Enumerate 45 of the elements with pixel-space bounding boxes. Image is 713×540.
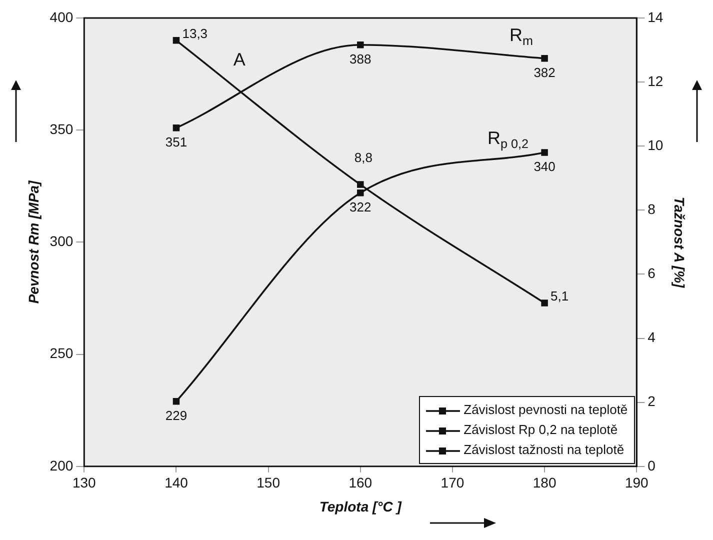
y-axis-title: Pevnost Rm [MPa] [25, 179, 42, 304]
point [172, 124, 180, 132]
data-label: 8,8 [354, 150, 372, 166]
point [357, 190, 364, 196]
y2-tick-label: 14 [648, 8, 664, 25]
x-tick-label: 170 [440, 474, 464, 491]
y2-axis-title: Tažnost A [%] [672, 196, 688, 290]
data-label: 340 [534, 159, 556, 174]
data-label: 382 [534, 64, 556, 80]
y-tick-label: 250 [50, 345, 74, 362]
y-tick-label: 350 [50, 120, 74, 137]
point [172, 37, 180, 44]
y2-tick-label: 8 [648, 201, 656, 218]
y-tick-label: 300 [50, 233, 74, 250]
point [541, 300, 548, 306]
legend-label: Závislost Rp 0,2 na teplotě [464, 422, 618, 438]
y-tick-label: 400 [50, 8, 74, 25]
y2-tick-label: 10 [648, 136, 664, 153]
x-tick-label: 180 [532, 474, 556, 491]
y2-tick-label: 12 [648, 72, 664, 89]
data-label: 5,1 [550, 288, 569, 304]
annotation: A [233, 50, 246, 70]
legend-label: Závislost pevnosti na teplotě [464, 402, 628, 418]
data-label: 13,3 [182, 26, 208, 41]
point [357, 181, 364, 188]
y-tick-label: 200 [50, 457, 74, 474]
data-label: 229 [165, 408, 188, 423]
data-label: 322 [350, 199, 372, 214]
x-tick-label: 160 [348, 474, 372, 491]
x-tick-label: 140 [164, 474, 188, 491]
x-tick-label: 190 [624, 474, 649, 491]
point [357, 42, 364, 48]
y2-tick-label: 0 [648, 457, 656, 474]
x-tick-label: 130 [72, 474, 96, 491]
point [541, 149, 548, 156]
legend-label: Závislost tažnosti na teplotě [464, 442, 624, 458]
point [541, 54, 548, 62]
y2-tick-label: 4 [648, 329, 656, 346]
data-label: 388 [350, 51, 372, 66]
y2-tick-label: 2 [648, 393, 656, 410]
point [172, 398, 180, 405]
x-axis-title: Teplota [°C ] [319, 498, 403, 514]
x-tick-label: 150 [256, 474, 280, 491]
data-label: 351 [165, 134, 188, 150]
y2-tick-label: 6 [648, 265, 656, 282]
